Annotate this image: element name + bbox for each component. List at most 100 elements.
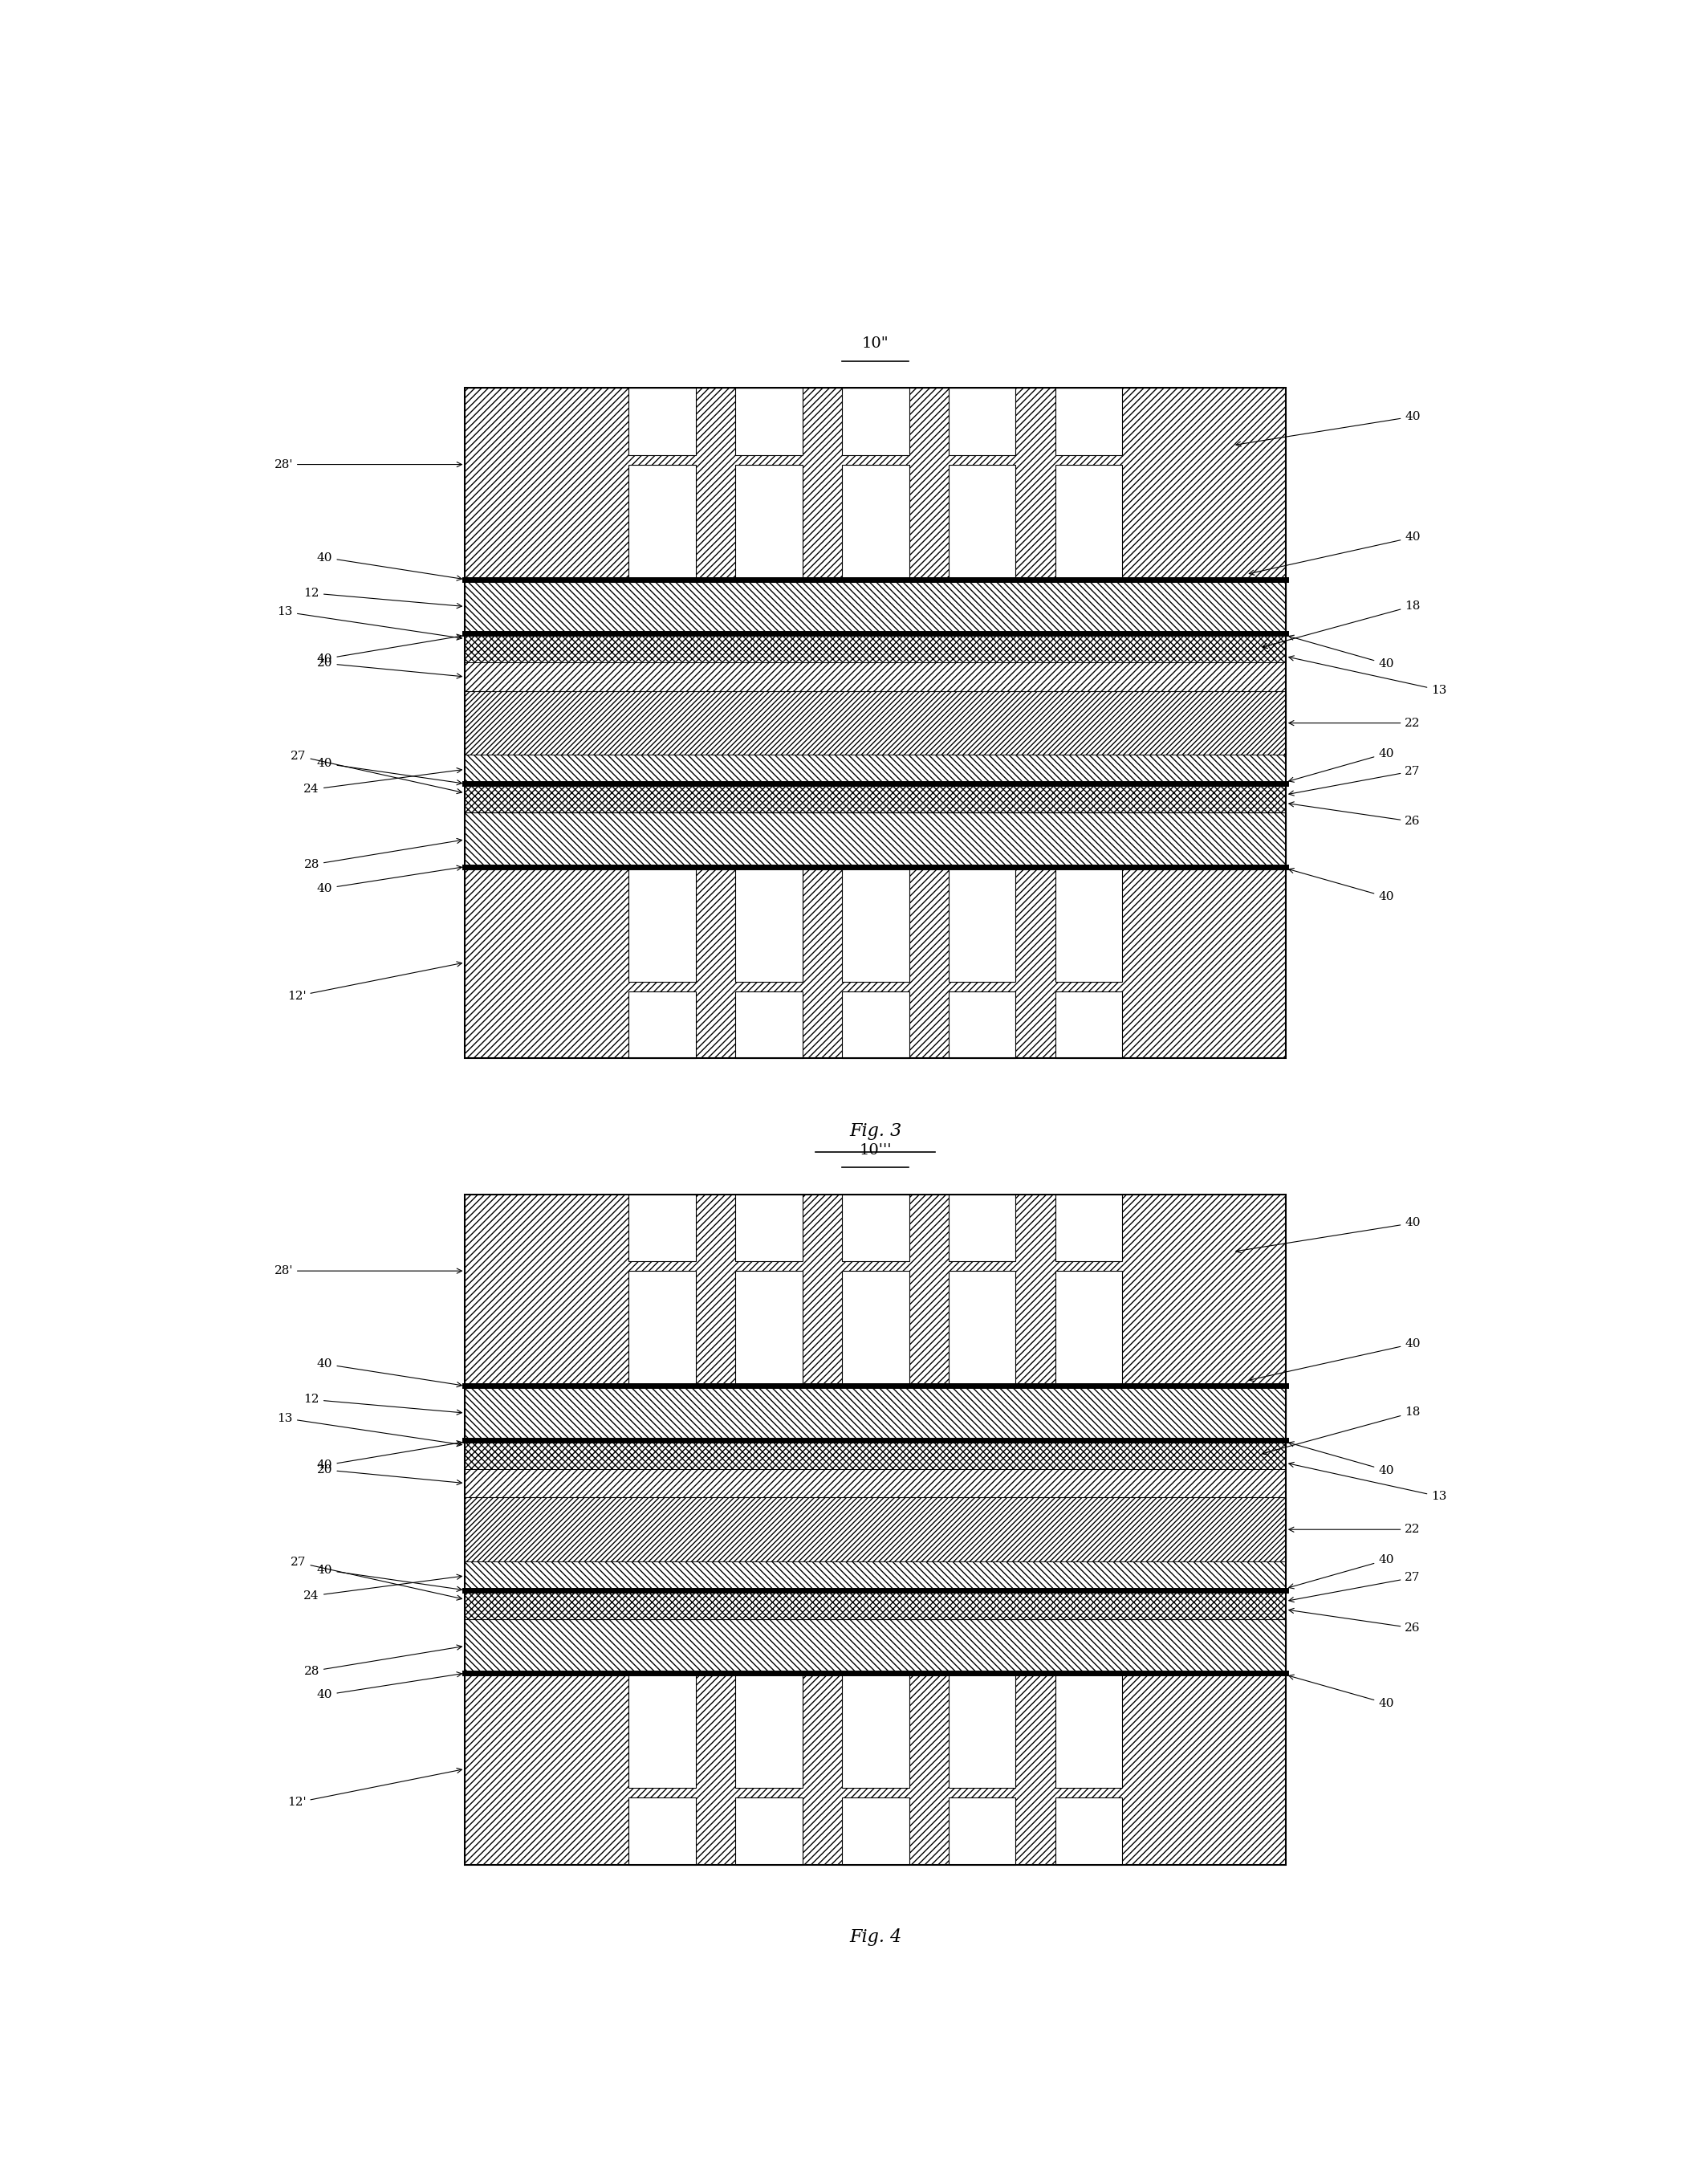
Bar (465, 692, 1286, 755)
Bar (465, 663, 1286, 692)
Bar (465, 1591, 1286, 1619)
Text: 40: 40 (318, 635, 461, 666)
Text: 13: 13 (1290, 1462, 1447, 1501)
Text: 24: 24 (304, 1575, 461, 1602)
Bar (465, 1440, 1286, 1468)
Text: 20: 20 (318, 1464, 461, 1486)
Text: 40: 40 (318, 552, 461, 580)
Text: Fig. 3: Fig. 3 (849, 1122, 902, 1139)
Text: 40: 40 (1237, 1218, 1421, 1252)
Bar (465, 1497, 1286, 1562)
Bar (465, 692, 1286, 755)
Text: 40: 40 (1290, 635, 1394, 670)
Bar (465, 866, 1286, 1058)
Text: 24: 24 (304, 768, 461, 794)
Text: 22: 22 (1290, 1523, 1421, 1536)
Bar (842, 1270, 909, 1386)
Bar (465, 783, 1286, 812)
Text: 12': 12' (287, 962, 461, 1002)
Text: 40: 40 (318, 1440, 461, 1471)
Bar (948, 1194, 1016, 1261)
Text: 40: 40 (1237, 410, 1421, 447)
Text: Fig. 4: Fig. 4 (849, 1929, 902, 1946)
Text: 18: 18 (1262, 1407, 1421, 1455)
Bar (465, 388, 1286, 580)
Text: 40: 40 (318, 866, 461, 895)
Bar (465, 1497, 1286, 1562)
Bar (1056, 866, 1122, 982)
Bar (1056, 1798, 1122, 1866)
Bar (465, 1562, 1286, 1591)
Text: 20: 20 (318, 657, 461, 679)
Bar (465, 1591, 1286, 1619)
Text: 12: 12 (304, 1394, 461, 1414)
Bar (629, 991, 695, 1058)
Bar (465, 783, 1286, 812)
Text: 13: 13 (277, 1412, 461, 1447)
Bar (842, 866, 909, 982)
Text: 40: 40 (1249, 532, 1421, 576)
Text: 28': 28' (273, 1266, 461, 1276)
Bar (465, 1440, 1286, 1468)
Bar (465, 1619, 1286, 1674)
Bar (842, 1798, 909, 1866)
Bar (629, 1674, 695, 1787)
Text: 40: 40 (1290, 748, 1394, 781)
Bar (465, 755, 1286, 783)
Bar (465, 1194, 1286, 1386)
Text: 28: 28 (304, 1645, 461, 1676)
Text: 13: 13 (277, 607, 461, 639)
Bar (629, 866, 695, 982)
Text: 22: 22 (1290, 718, 1421, 729)
Text: 12: 12 (304, 587, 461, 609)
Bar (734, 465, 803, 580)
Bar (465, 1468, 1286, 1497)
Text: 27: 27 (1290, 1571, 1421, 1602)
Text: 28: 28 (304, 838, 461, 871)
Bar (465, 633, 1286, 663)
Bar (1056, 1270, 1122, 1386)
Text: 26: 26 (1290, 1608, 1421, 1634)
Bar (948, 465, 1016, 580)
Bar (465, 1468, 1286, 1497)
Text: 27: 27 (290, 1558, 461, 1599)
Text: 10": 10" (863, 336, 888, 351)
Bar (465, 388, 1286, 1058)
Bar (1056, 1194, 1122, 1261)
Bar (948, 866, 1016, 982)
Bar (1056, 465, 1122, 580)
Text: 12': 12' (287, 1767, 461, 1809)
Bar (465, 388, 1286, 580)
Text: 18: 18 (1262, 600, 1421, 648)
Bar (948, 1674, 1016, 1787)
Text: 40: 40 (1249, 1338, 1421, 1381)
Text: 40: 40 (318, 757, 461, 786)
Bar (842, 1194, 909, 1261)
Bar (465, 1562, 1286, 1591)
Text: 40: 40 (318, 1671, 461, 1700)
Bar (465, 663, 1286, 692)
Bar (465, 812, 1286, 866)
Bar (842, 991, 909, 1058)
Text: 27: 27 (290, 751, 461, 794)
Bar (734, 866, 803, 982)
Bar (465, 1194, 1286, 1866)
Bar (948, 1270, 1016, 1386)
Text: 40: 40 (318, 1359, 461, 1388)
Bar (465, 580, 1286, 633)
Text: 40: 40 (1290, 1442, 1394, 1475)
Bar (734, 388, 803, 454)
Text: 40: 40 (1290, 868, 1394, 903)
Bar (734, 1270, 803, 1386)
Bar (465, 1619, 1286, 1674)
Bar (629, 465, 695, 580)
Bar (629, 388, 695, 454)
Bar (734, 1798, 803, 1866)
Bar (465, 755, 1286, 783)
Bar (465, 1386, 1286, 1440)
Bar (948, 388, 1016, 454)
Text: 40: 40 (1290, 1676, 1394, 1709)
Bar (734, 1674, 803, 1787)
Text: 40: 40 (318, 1564, 461, 1591)
Bar (465, 1674, 1286, 1866)
